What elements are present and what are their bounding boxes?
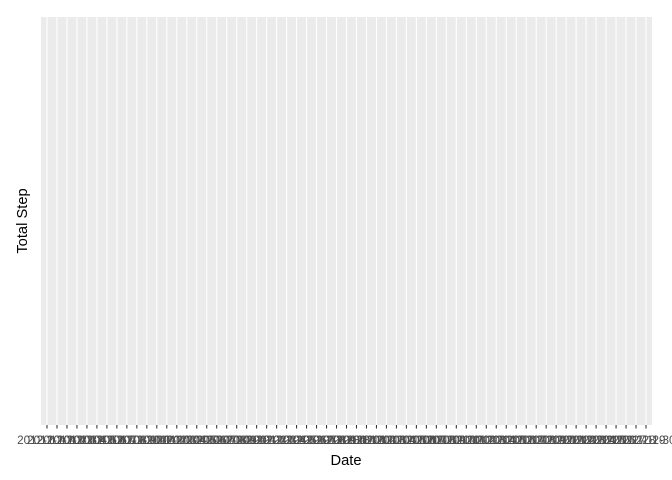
x-tick-label: 2012-10-16 [167,434,227,447]
x-tick-label: 2012-10-30 [307,434,367,447]
x-tick-label: 2012-10-26 [267,434,327,447]
x-tick-label: 2012-10-18 [187,434,247,447]
x-tick-label: 2012-10-14 [147,434,207,447]
x-tick-label: 2012-11-02 [337,434,396,447]
x-tick-label: 2012-10-28 [287,434,347,447]
x-tick-label: 2012-11-16 [477,434,536,447]
x-tick-label: 2012-10-11 [117,434,176,447]
x-tick-label: 2012-11-30 [617,434,672,447]
x-tick-label: 2012-11-13 [447,434,506,447]
x-tick-label: 2012-11-09 [407,434,466,447]
x-tick-label: 2012-11-26 [577,434,636,447]
x-tick-label: 2012-11-06 [377,434,436,447]
x-tick-label: 2012-10-02 [27,434,87,447]
x-tick-label: 2012-10-09 [97,434,157,447]
x-tick-label: 2012-10-15 [157,434,217,447]
x-tick-label: 2012-10-01 [17,434,77,447]
x-tick-label: 2012-10-31 [317,434,377,447]
x-tick-label: 2012-11-29 [607,434,666,447]
x-tick-label: 2012-10-05 [57,434,117,447]
x-tick-label: 2012-11-22 [537,434,596,447]
x-tick-label: 2012-11-14 [457,434,516,447]
x-tick-label: 2012-11-07 [387,434,446,447]
x-tick-label: 2012-11-01 [327,434,386,447]
x-tick-label: 2012-10-07 [77,434,137,447]
x-tick-label: 2012-10-12 [127,434,187,447]
x-tick-label: 2012-11-28 [597,434,656,447]
x-tick-label: 2012-11-27 [587,434,646,447]
x-tick-label: 2012-10-10 [107,434,167,447]
x-tick-label: 2012-10-06 [67,434,127,447]
x-tick-label: 2012-11-04 [357,434,416,447]
x-tick-label: 2012-11-12 [437,434,496,447]
x-tick-label: 2012-10-22 [227,434,287,447]
x-tick-label: 2012-10-04 [47,434,107,447]
x-tick-label: 2012-10-25 [257,434,317,447]
x-tick-label: 2012-11-21 [527,434,586,447]
x-tick-label: 2012-10-17 [177,434,237,447]
x-tick-label: 2012-11-20 [517,434,576,447]
x-tick-label: 2012-11-03 [347,434,406,447]
x-tick-label: 2012-11-10 [417,434,476,447]
y-axis-title: Total Step [15,188,31,253]
x-tick-label: 2012-10-19 [197,434,257,447]
x-tick-label: 2012-10-29 [297,434,357,447]
x-tick-label: 2012-10-08 [87,434,147,447]
x-tick-label: 2012-11-17 [487,434,546,447]
x-tick-label: 2012-11-18 [497,434,556,447]
x-tick-label: 2012-10-24 [247,434,307,447]
x-tick-label: 2012-10-03 [37,434,97,447]
x-tick-label: 2012-10-20 [207,434,267,447]
x-tick-label: 2012-11-24 [557,434,616,447]
x-tick-label: 2012-10-23 [237,434,297,447]
x-tick-label: 2012-10-27 [277,434,337,447]
x-axis-title: Date [330,453,361,469]
x-tick-label: 2012-10-21 [217,434,277,447]
x-tick-label: 2012-11-05 [367,434,426,447]
x-tick-label: 2012-11-23 [547,434,606,447]
x-tick-label: 2012-11-19 [507,434,566,447]
x-tick-label: 2012-11-25 [567,434,626,447]
x-tick-label: 2012-11-15 [467,434,526,447]
x-tick-label: 2012-10-13 [137,434,197,447]
x-tick-label: 2012-11-11 [427,434,485,447]
x-tick-label: 2012-11-08 [397,434,456,447]
